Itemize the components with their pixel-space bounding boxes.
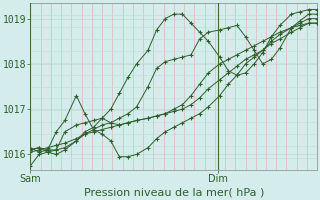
X-axis label: Pression niveau de la mer( hPa ): Pression niveau de la mer( hPa ) <box>84 187 264 197</box>
